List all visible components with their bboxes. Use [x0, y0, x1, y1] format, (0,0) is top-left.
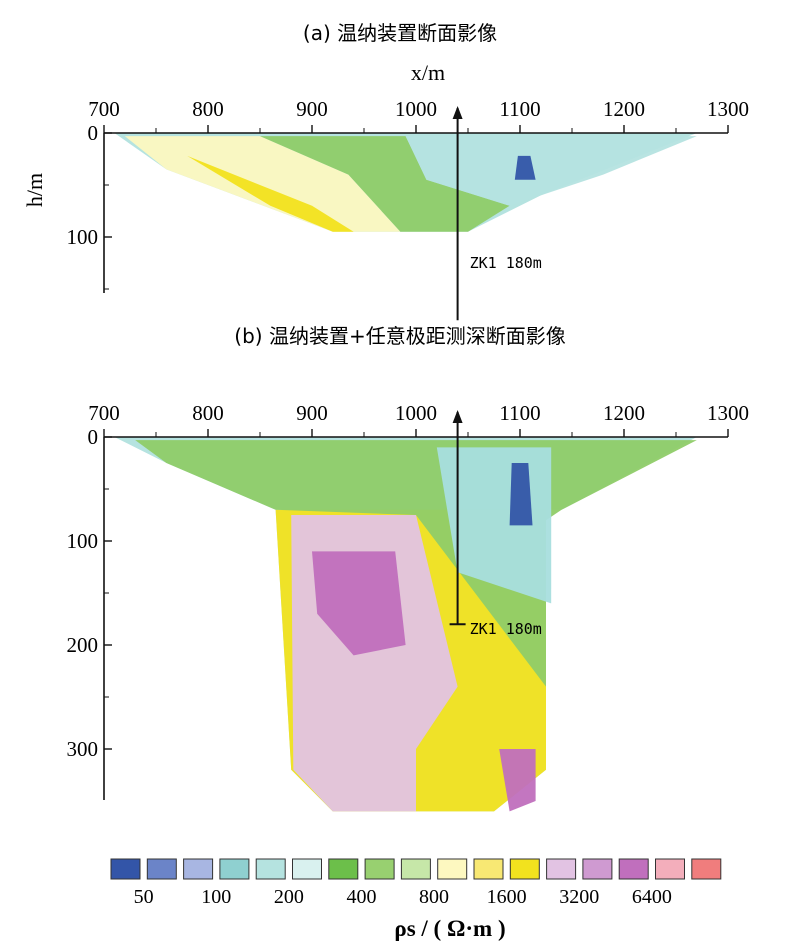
x-tick-label: 800: [192, 401, 224, 425]
colorbar-tick-label: 6400: [632, 886, 672, 908]
colorbar-swatch: [473, 858, 504, 880]
colorbar-swatch: [110, 858, 141, 880]
colorbar-swatch: [292, 858, 322, 880]
borehole-label: ZK1 180m: [470, 620, 542, 638]
x-tick-label: 1000: [395, 401, 437, 425]
resistivity-zone-6400-12800: [312, 551, 406, 656]
panel-a-y-axis-label: h/m: [22, 173, 47, 207]
panel-a-title: (a) 温纳装置断面影像: [303, 21, 497, 45]
resistivity-zone-6400-12800: [499, 749, 536, 812]
colorbar-swatch: [437, 858, 468, 880]
panel-a-x-axis-label: x/m: [411, 60, 445, 85]
borehole-arrowhead: [452, 410, 463, 423]
colorbar-swatch: [183, 858, 214, 880]
colorbar-swatch: [618, 858, 649, 880]
y-tick-label: 0: [88, 425, 99, 449]
colorbar: 50 100 200 400 800 1600 3200 6400: [110, 858, 722, 908]
panel-b-title: (b) 温纳装置+任意极距测深断面影像: [234, 324, 565, 348]
resistivity-zone-50-100: [514, 155, 536, 180]
x-tick-label: 1300: [707, 97, 749, 121]
resistivity-zone-400-800: [135, 440, 697, 687]
colorbar-swatch: [509, 858, 540, 880]
y-tick-label: 100: [67, 529, 99, 553]
colorbar-tick-label: 1600: [487, 886, 527, 908]
colorbar-swatch: [255, 858, 286, 880]
colorbar-label: ρs / ( Ω·m ): [394, 916, 505, 941]
y-tick-label: 0: [88, 121, 99, 145]
colorbar-tick-label: 800: [419, 886, 449, 908]
x-tick-label: 800: [192, 97, 224, 121]
panel-b: 700 800 900 1000 1100 1200 1300 0 100 200 300 ZK1 1…: [67, 401, 749, 812]
colorbar-swatch: [655, 858, 685, 880]
colorbar-swatch: [328, 858, 359, 880]
x-tick-label: 1000: [395, 97, 437, 121]
borehole-label: ZK1 180m: [470, 254, 542, 272]
x-tick-label: 900: [296, 97, 328, 121]
resistivity-zone-200-400: [405, 136, 697, 206]
x-tick-label: 900: [296, 401, 328, 425]
x-tick-label: 1200: [603, 97, 645, 121]
colorbar-tick-label: 3200: [559, 886, 599, 908]
x-tick-label: 1300: [707, 401, 749, 425]
x-tick-label: 700: [88, 401, 120, 425]
x-tick-label: 1200: [603, 401, 645, 425]
colorbar-tick-label: 50: [134, 886, 154, 908]
colorbar-tick-label: 200: [274, 886, 304, 908]
resistivity-zone-1600-3200: [187, 155, 354, 232]
resistivity-zone-50-100: [509, 463, 533, 526]
colorbar-swatch: [146, 858, 177, 880]
colorbar-swatch: [400, 858, 431, 880]
resistivity-zone-800-1600: [124, 136, 401, 232]
panel-a: 700 800 900 1000 1100 1200 1300 0 100 ZK1 180m: [67, 97, 749, 321]
y-tick-label: 100: [67, 225, 99, 249]
colorbar-swatch: [691, 858, 722, 880]
x-tick-label: 700: [88, 97, 120, 121]
resistivity-zone-400-800: [260, 136, 510, 232]
x-tick-label: 1100: [499, 97, 540, 121]
borehole-arrowhead: [452, 106, 463, 119]
x-tick-label: 1100: [499, 401, 540, 425]
colorbar-swatch: [364, 858, 395, 880]
colorbar-swatch: [546, 858, 577, 880]
y-tick-label: 200: [67, 633, 99, 657]
colorbar-tick-label: 100: [201, 886, 231, 908]
y-tick-label: 300: [67, 737, 99, 761]
colorbar-swatch: [219, 858, 250, 880]
colorbar-tick-label: 400: [346, 886, 376, 908]
colorbar-swatch: [582, 858, 613, 880]
